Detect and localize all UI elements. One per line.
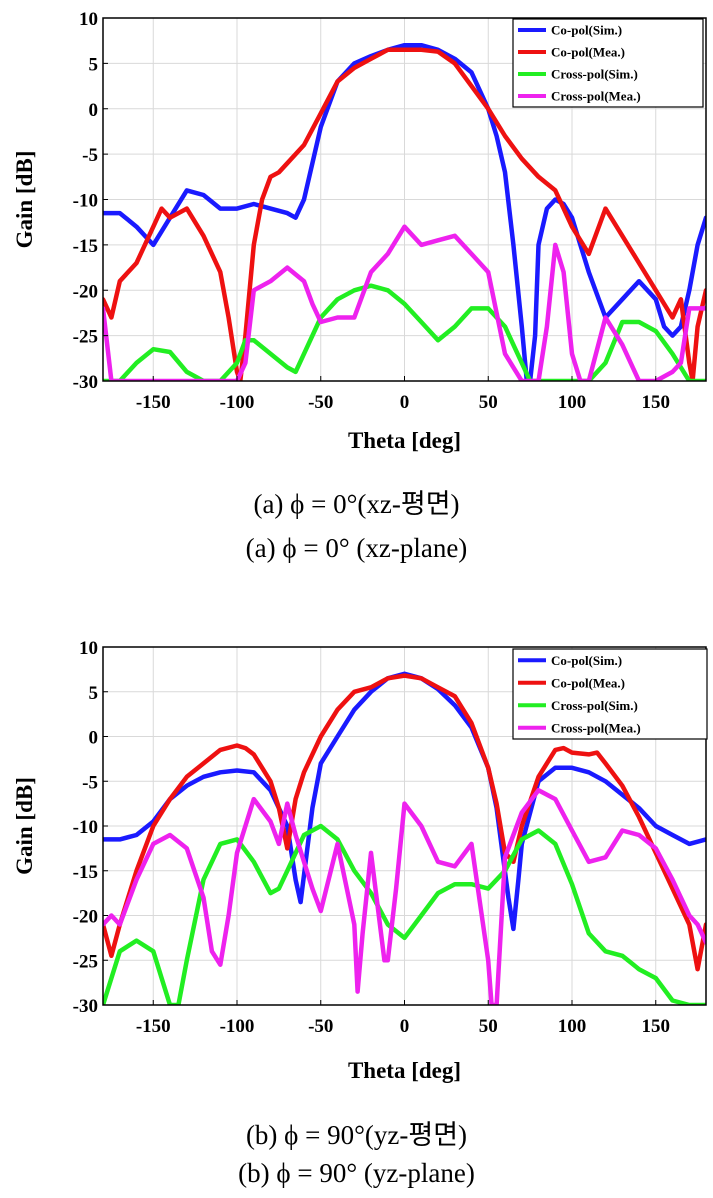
x-tick-label: 50: [479, 392, 498, 413]
chart-yz-plane: -150 -100 -50 0 50 100 1501050-5-10-15-20-25-3…: [12, 638, 708, 1083]
x-tick-label: -100: [220, 392, 255, 413]
x-axis-label: Theta [deg]: [348, 428, 461, 453]
x-tick-label: -100: [220, 1016, 255, 1037]
series-line-2: [103, 283, 706, 381]
chart-xz-plane: -150 -100 -50 0 50 100 1501050-5-10-15-20-25-3…: [12, 9, 707, 453]
x-tick-label: -150: [136, 1016, 171, 1037]
x-tick-label: 0: [400, 392, 410, 413]
series-line-1: [103, 47, 706, 381]
y-tick-label: -10: [73, 191, 98, 212]
x-tick-label: 0: [400, 1016, 410, 1037]
y-tick-label: 5: [89, 54, 99, 75]
y-tick-label: 10: [79, 638, 98, 659]
legend-label: Cross-pol(Mea.): [551, 720, 641, 735]
series-line-3: [103, 224, 706, 381]
y-tick-label: -30: [73, 372, 98, 393]
y-axis-label: Gain [dB]: [12, 151, 37, 249]
y-tick-label: -30: [73, 996, 98, 1017]
x-tick-label: 150: [642, 392, 671, 413]
y-tick-label: -20: [73, 281, 98, 302]
y-tick-label: 0: [89, 728, 99, 749]
x-tick-label: 100: [558, 392, 587, 413]
y-tick-label: -5: [82, 772, 98, 793]
x-tick-label: -150: [136, 392, 171, 413]
y-tick-label: -25: [73, 951, 98, 972]
y-tick-label: -10: [73, 817, 98, 838]
y-tick-label: -15: [73, 236, 98, 257]
y-tick-label: 10: [79, 9, 98, 30]
legend-label: Co-pol(Mea.): [551, 45, 625, 60]
legend-label: Co-pol(Sim.): [551, 653, 622, 668]
x-tick-label: 50: [479, 1016, 498, 1037]
legend-label: Cross-pol(Mea.): [551, 89, 641, 104]
caption-a-english: (a) ϕ = 0° (xz-plane): [245, 533, 468, 563]
y-axis-label: Gain [dB]: [12, 777, 37, 875]
y-tick-label: 5: [89, 683, 99, 704]
legend-box: [512, 648, 708, 740]
y-tick-label: -15: [73, 862, 98, 883]
legend-label: Co-pol(Sim.): [551, 23, 622, 38]
x-tick-label: -50: [308, 392, 333, 413]
caption-a-korean: (a) ϕ = 0°(xz-평면): [253, 489, 460, 519]
legend-box: [512, 18, 704, 108]
caption-b-korean: (b) ϕ = 90°(yz-평면): [245, 1120, 468, 1150]
y-tick-label: -20: [73, 907, 98, 928]
series-line-3: [103, 787, 706, 1005]
x-tick-label: 150: [642, 1016, 671, 1037]
y-tick-label: 0: [89, 100, 99, 121]
y-tick-label: -25: [73, 327, 98, 348]
legend-label: Cross-pol(Sim.): [551, 67, 638, 82]
legend-label: Co-pol(Mea.): [551, 675, 625, 690]
y-tick-label: -5: [82, 145, 98, 166]
caption-b-english: (b) ϕ = 90° (yz-plane): [238, 1158, 475, 1188]
series-line-1: [103, 673, 706, 972]
x-tick-label: -50: [308, 1016, 333, 1037]
x-axis-label: Theta [deg]: [348, 1058, 461, 1083]
x-tick-label: 100: [558, 1016, 587, 1037]
legend-label: Cross-pol(Sim.): [551, 698, 638, 713]
